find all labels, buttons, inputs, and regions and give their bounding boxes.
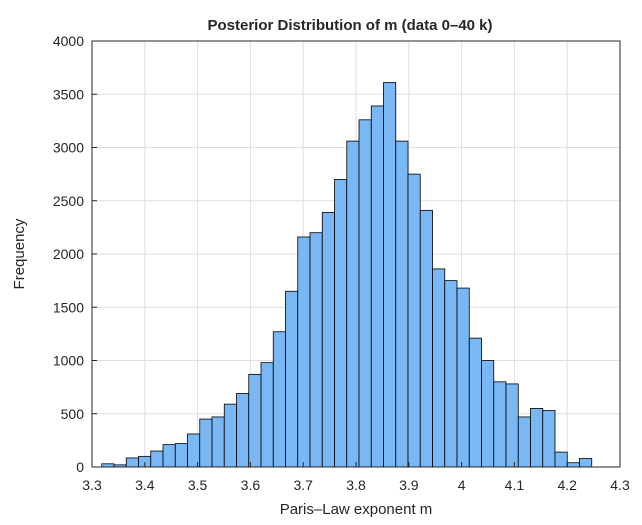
histogram-bar: [505, 383, 519, 468]
histogram-bar: [199, 418, 213, 468]
x-tick-label: 3.6: [241, 477, 261, 493]
histogram-bar: [321, 212, 335, 468]
histogram-bar: [456, 287, 470, 468]
x-tick-label: 3.4: [135, 477, 155, 493]
histogram-bar: [334, 179, 348, 468]
histogram-bar: [297, 236, 311, 468]
x-tick-label: 4: [458, 477, 466, 493]
x-axis-ticks: 3.3 3.4 3.5 3.6 3.7 3.8 3.9 4 4.1 4.2 4.3: [82, 462, 630, 493]
histogram-bar: [174, 443, 188, 468]
histogram-bar: [162, 444, 176, 468]
chart-title: Posterior Distribution of m (data 0–40 k…: [207, 17, 492, 34]
y-tick-label: 3500: [53, 86, 84, 102]
histogram-bar: [236, 393, 250, 468]
histogram-bar: [285, 290, 299, 468]
histogram-bar: [272, 331, 286, 468]
histogram-bar: [444, 280, 458, 468]
histogram-bar: [125, 457, 139, 468]
x-axis-label: Paris–Law exponent m: [280, 501, 433, 518]
y-axis-ticks: 0 500 1000 1500 2000 2500 3000 3500 4000: [53, 33, 97, 475]
y-tick-label: 2000: [53, 246, 84, 262]
x-tick-label: 3.9: [399, 477, 419, 493]
y-tick-label: 0: [76, 459, 84, 475]
histogram-bar: [542, 410, 556, 468]
x-tick-label: 4.2: [557, 477, 577, 493]
histogram-bar: [419, 209, 433, 468]
histogram-bar: [223, 403, 237, 468]
histogram-bar: [248, 373, 262, 468]
histogram-bar: [358, 119, 372, 468]
histogram-bar: [407, 173, 421, 468]
histogram-bar: [481, 360, 495, 468]
histogram-bar: [432, 268, 446, 468]
x-tick-label: 3.7: [293, 477, 313, 493]
histogram-bar: [211, 416, 225, 468]
histogram-bar: [346, 140, 360, 468]
histogram-bar: [309, 232, 323, 468]
y-tick-label: 500: [61, 406, 85, 422]
histogram-bar: [395, 140, 409, 468]
histogram-bar: [554, 451, 568, 468]
histogram-bar: [383, 82, 397, 468]
histogram-bar: [260, 362, 274, 468]
x-tick-label: 4.3: [610, 477, 630, 493]
y-tick-label: 1000: [53, 353, 84, 369]
histogram-bar: [493, 381, 507, 468]
x-tick-label: 3.3: [82, 477, 102, 493]
x-tick-label: 3.8: [346, 477, 366, 493]
y-tick-label: 3000: [53, 140, 84, 156]
x-tick-label: 4.1: [505, 477, 525, 493]
histogram-bar: [370, 105, 384, 468]
y-tick-label: 4000: [53, 33, 84, 49]
x-tick-label: 3.5: [188, 477, 208, 493]
histogram-bar: [517, 416, 531, 468]
y-tick-label: 1500: [53, 299, 84, 315]
histogram-bar: [530, 408, 544, 468]
histogram-bar: [468, 337, 482, 468]
y-axis-label: Frequency: [11, 218, 28, 289]
histogram-bar: [566, 462, 580, 468]
histogram-bar: [150, 450, 164, 468]
y-tick-label: 2500: [53, 193, 84, 209]
histogram-bar: [579, 458, 593, 468]
